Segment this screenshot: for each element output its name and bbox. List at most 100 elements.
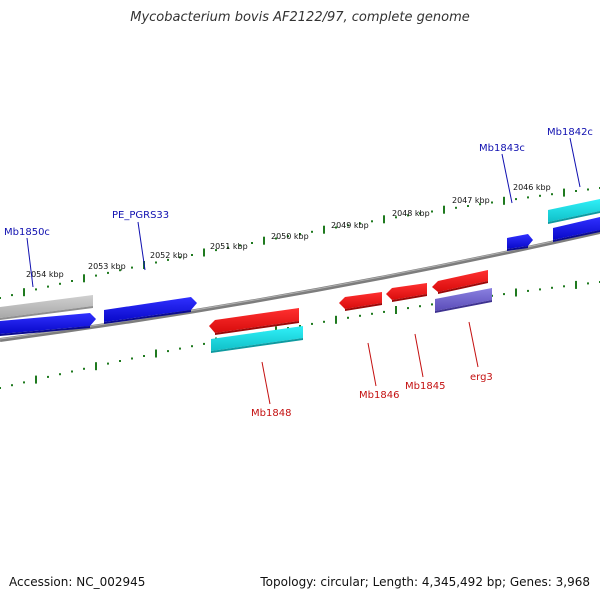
major-tick <box>563 188 565 197</box>
minor-tick <box>347 316 349 319</box>
minor-tick <box>395 216 397 219</box>
minor-tick <box>575 190 577 192</box>
minor-tick <box>539 194 541 197</box>
gene-label-mb1845: Mb1845 <box>405 381 445 392</box>
kbp-label: 2050 kbp <box>271 232 309 241</box>
gene-label-mb1842c: Mb1842c <box>547 127 593 138</box>
gene-label-mb1843c: Mb1843c <box>479 143 525 154</box>
minor-tick <box>479 203 481 206</box>
major-tick <box>95 362 97 371</box>
major-tick <box>443 205 445 214</box>
callout-line-erg3 <box>468 321 479 368</box>
minor-tick <box>527 289 529 292</box>
minor-tick <box>191 345 193 348</box>
accession-text: Accession: NC_002945 <box>9 575 146 589</box>
minor-tick <box>539 288 541 291</box>
minor-tick <box>11 384 13 387</box>
callout-line-mb1846 <box>367 342 377 387</box>
callout-line-mb1850c <box>26 237 34 288</box>
kbp-label: 2051 kbp <box>210 242 248 251</box>
gene-mb1843c[interactable] <box>507 234 533 251</box>
minor-tick <box>383 310 385 313</box>
minor-tick <box>299 233 301 235</box>
minor-tick <box>71 280 73 282</box>
minor-tick <box>527 196 529 199</box>
minor-tick <box>587 282 589 285</box>
cyan-feature-mb1848[interactable] <box>211 326 303 353</box>
minor-tick <box>431 303 433 306</box>
kbp-label: 2054 kbp <box>26 270 64 279</box>
minor-tick <box>71 370 73 373</box>
major-tick <box>23 288 25 297</box>
gene-pe-pgrs33[interactable] <box>104 297 197 324</box>
kbp-label: 2048 kbp <box>392 209 430 218</box>
minor-tick <box>131 357 133 360</box>
minor-tick <box>275 237 277 240</box>
callout-line-mb1842c <box>569 137 581 188</box>
minor-tick <box>227 246 229 249</box>
cyan-feature-right[interactable] <box>548 199 600 224</box>
minor-tick <box>419 305 421 308</box>
minor-tick <box>299 325 301 327</box>
minor-tick <box>287 235 289 238</box>
minor-tick <box>167 350 169 353</box>
minor-tick <box>119 269 121 272</box>
minor-tick <box>347 224 349 227</box>
minor-tick <box>191 254 193 256</box>
minor-tick <box>119 360 121 362</box>
topology-text: Topology: circular; Length: 4,345,492 bp… <box>260 575 590 589</box>
gene-mb1848[interactable] <box>209 308 299 335</box>
gray-feature-left[interactable] <box>0 295 93 320</box>
gene-mb1845[interactable] <box>386 283 427 302</box>
minor-tick <box>563 285 565 288</box>
major-tick <box>83 274 85 283</box>
minor-tick <box>587 188 589 191</box>
minor-tick <box>311 230 313 233</box>
minor-tick <box>371 220 373 223</box>
callout-line-mb1848 <box>261 361 271 405</box>
gene-mb1842c[interactable] <box>553 217 600 242</box>
gene-erg3[interactable] <box>432 270 488 294</box>
minor-tick <box>0 297 1 299</box>
major-tick <box>335 315 337 324</box>
gene-label-pe-pgrs33: PE_PGRS33 <box>112 210 169 221</box>
major-tick <box>503 196 505 205</box>
minor-tick <box>11 294 13 297</box>
minor-tick <box>167 258 169 261</box>
minor-tick <box>503 293 505 296</box>
gene-label-mb1850c: Mb1850c <box>4 227 50 238</box>
callout-line-mb1845 <box>414 333 424 378</box>
minor-tick <box>359 222 361 225</box>
minor-tick <box>107 362 109 365</box>
page-title: Mycobacterium bovis AF2122/97, complete … <box>130 10 470 25</box>
minor-tick <box>179 256 181 259</box>
major-tick <box>515 288 517 297</box>
minor-tick <box>203 342 205 345</box>
minor-tick <box>0 387 1 389</box>
kbp-label: 2053 kbp <box>88 262 126 271</box>
major-tick <box>323 225 325 234</box>
minor-tick <box>455 206 457 209</box>
minor-tick <box>287 327 289 330</box>
minor-tick <box>47 375 49 378</box>
minor-tick <box>83 367 85 370</box>
gene-mb1846[interactable] <box>339 292 382 311</box>
minor-tick <box>95 274 97 277</box>
minor-tick <box>47 285 49 288</box>
minor-tick <box>179 347 181 350</box>
gene-mb1850c[interactable] <box>0 313 96 336</box>
minor-tick <box>239 244 241 247</box>
major-tick <box>263 236 265 245</box>
minor-tick <box>551 286 553 289</box>
minor-tick <box>419 212 421 215</box>
minor-tick <box>407 214 409 217</box>
gene-label-mb1846: Mb1846 <box>359 390 399 401</box>
upper-tick-ruler <box>0 187 600 299</box>
minor-tick <box>491 201 493 204</box>
minor-tick <box>359 314 361 317</box>
kbp-label: 2047 kbp <box>452 196 490 205</box>
major-tick <box>395 306 397 314</box>
callout-line-mb1843c <box>501 153 513 204</box>
purple-feature-erg3[interactable] <box>435 288 492 313</box>
